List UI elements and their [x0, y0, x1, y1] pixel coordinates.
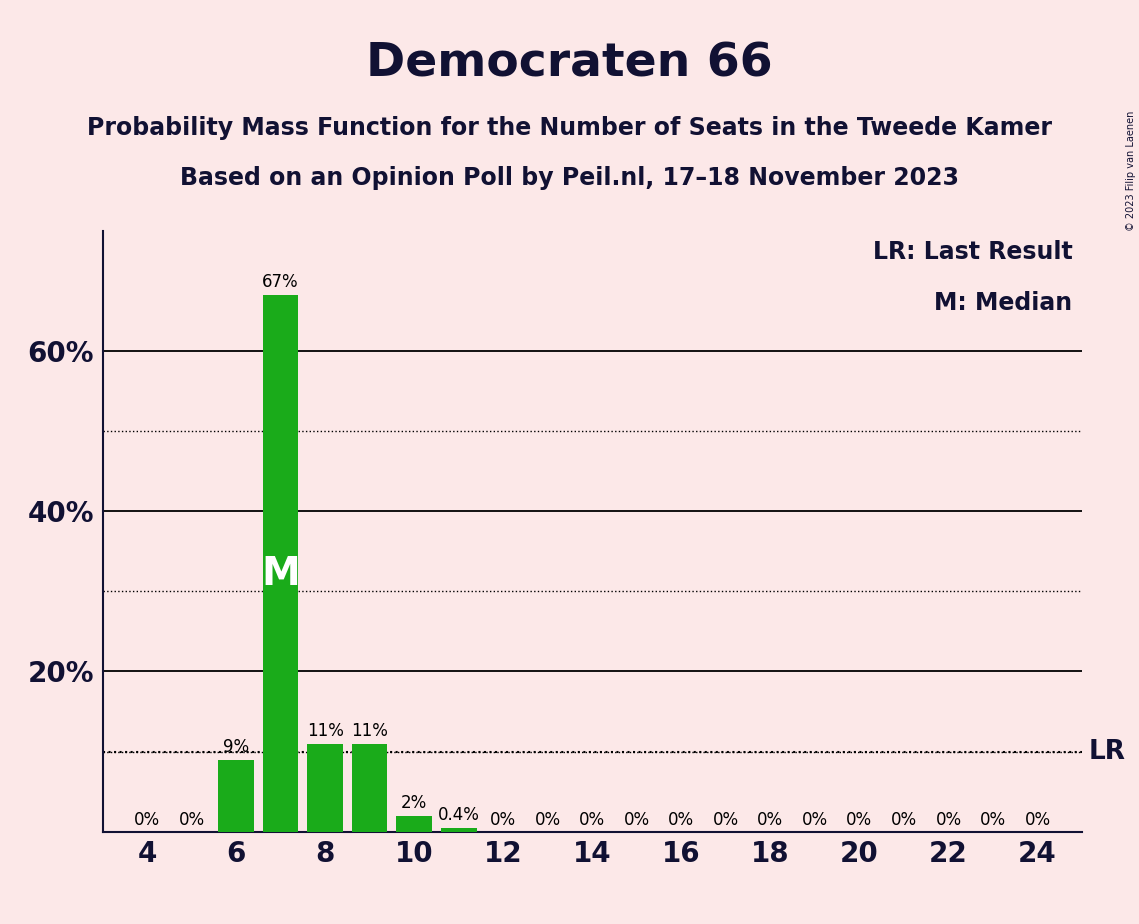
Text: 0%: 0% — [134, 811, 161, 829]
Text: LR: Last Result: LR: Last Result — [872, 240, 1072, 264]
Text: 11%: 11% — [351, 722, 388, 739]
Text: 0%: 0% — [1024, 811, 1050, 829]
Text: 0.4%: 0.4% — [437, 807, 480, 824]
Text: 67%: 67% — [262, 274, 298, 291]
Text: 0%: 0% — [580, 811, 605, 829]
Text: 0%: 0% — [624, 811, 650, 829]
Bar — [396, 816, 432, 832]
Text: M: Median: M: Median — [934, 291, 1072, 315]
Text: 0%: 0% — [490, 811, 516, 829]
Text: 0%: 0% — [757, 811, 784, 829]
Text: 0%: 0% — [846, 811, 872, 829]
Text: Probability Mass Function for the Number of Seats in the Tweede Kamer: Probability Mass Function for the Number… — [87, 116, 1052, 140]
Text: LR: LR — [1089, 738, 1126, 764]
Text: 9%: 9% — [223, 737, 249, 756]
Text: © 2023 Filip van Laenen: © 2023 Filip van Laenen — [1126, 111, 1136, 231]
Text: 11%: 11% — [306, 722, 344, 739]
Text: M: M — [261, 555, 300, 593]
Text: 2%: 2% — [401, 794, 427, 811]
Text: Democraten 66: Democraten 66 — [366, 42, 773, 87]
Text: 0%: 0% — [179, 811, 205, 829]
Text: 0%: 0% — [713, 811, 739, 829]
Text: Based on an Opinion Poll by Peil.nl, 17–18 November 2023: Based on an Opinion Poll by Peil.nl, 17–… — [180, 166, 959, 190]
Text: 0%: 0% — [935, 811, 961, 829]
Bar — [263, 295, 298, 832]
Text: 0%: 0% — [802, 811, 828, 829]
Bar — [352, 744, 387, 832]
Text: 0%: 0% — [534, 811, 560, 829]
Text: 0%: 0% — [891, 811, 917, 829]
Text: 0%: 0% — [669, 811, 695, 829]
Bar — [441, 829, 476, 832]
Bar — [308, 744, 343, 832]
Text: 0%: 0% — [980, 811, 1006, 829]
Bar — [219, 760, 254, 832]
